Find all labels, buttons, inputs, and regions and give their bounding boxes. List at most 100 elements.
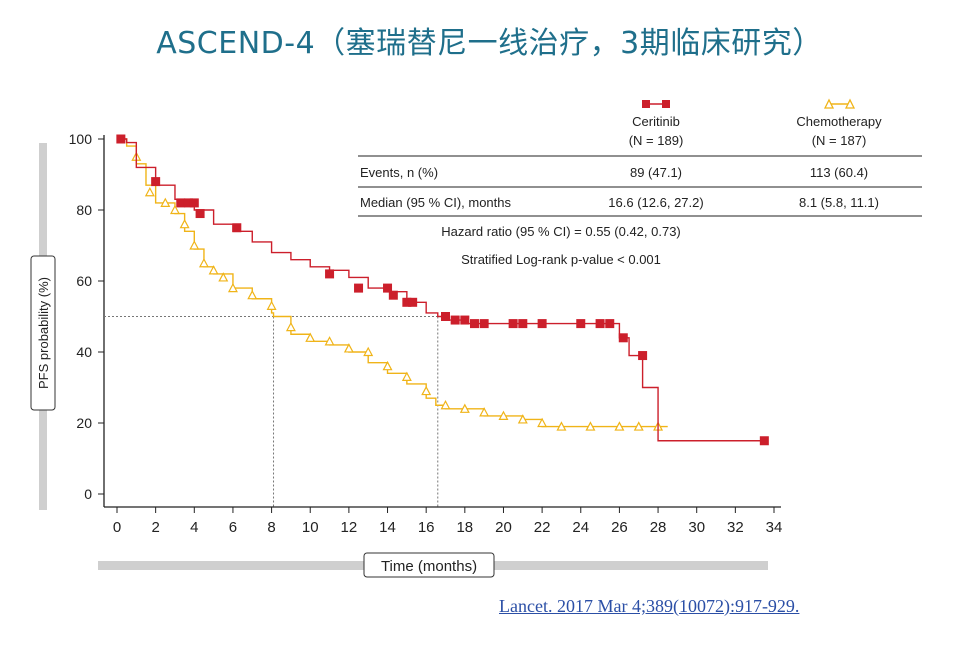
x-tick-label: 12: [341, 519, 358, 536]
x-tick-label: 26: [611, 519, 628, 536]
censor-mark-chemotherapy: [363, 346, 374, 357]
series-layer: [116, 134, 769, 446]
censor-mark-chemotherapy: [189, 240, 200, 250]
x-tick-label: 8: [267, 519, 275, 536]
legend-table: Ceritinib (N = 189) Chemotherapy (N = 18…: [358, 98, 922, 267]
censor-mark-chemotherapy: [218, 272, 229, 282]
x-tick-label: 18: [456, 519, 473, 536]
legend-ceritinib-n: (N = 189): [629, 133, 684, 148]
censor-mark-chemotherapy: [144, 186, 155, 197]
x-axis-label-frame: [363, 552, 495, 578]
legend-marker-chemo-triangle-left: [823, 98, 835, 109]
y-tick-label: 60: [76, 273, 92, 289]
censor-mark-chemotherapy: [517, 414, 528, 424]
series-line-chemotherapy: [117, 138, 668, 428]
table-row-median-chemo: 8.1 (5.8, 11.1): [799, 195, 879, 210]
censor-mark-chemotherapy: [160, 197, 171, 207]
x-ticks: 0 2 4 6 8 10 12 14 16 18 20 22 24 26 28 30 32 34: [113, 507, 783, 536]
censor-mark-ceritinib: [479, 319, 489, 329]
censor-mark-chemotherapy: [198, 257, 209, 268]
table-row-median-label: Median (95 % CI), months: [360, 195, 512, 210]
legend-marker-ceritinib-square-right: [662, 100, 670, 108]
censor-mark-ceritinib: [388, 290, 398, 300]
censor-mark-ceritinib: [537, 319, 547, 329]
x-tick-label: 10: [302, 519, 319, 536]
censor-mark-ceritinib: [402, 297, 412, 307]
censor-mark-ceritinib: [469, 319, 479, 329]
censor-mark-ceritinib: [232, 223, 242, 233]
y-tick-label: 0: [84, 486, 92, 502]
p-value-text: Stratified Log-rank p-value < 0.001: [461, 252, 661, 267]
x-tick-label: 32: [727, 519, 744, 536]
censor-mark-chemotherapy: [227, 282, 238, 293]
censor-mark-ceritinib: [508, 319, 518, 329]
table-row-events-chemo: 113 (60.4): [810, 165, 868, 180]
y-axis-label: PFS probability (%): [36, 277, 51, 389]
censor-mark-ceritinib: [408, 297, 418, 307]
table-row-events-ceritinib: 89 (47.1): [630, 165, 682, 180]
censor-mark-ceritinib: [354, 283, 364, 293]
x-tick-label: 22: [534, 519, 551, 536]
censor-mark-chemotherapy: [459, 403, 470, 413]
legend-chemo-name: Chemotherapy: [796, 114, 882, 129]
y-tick-label: 100: [69, 131, 93, 147]
y-tick-label: 40: [76, 344, 92, 360]
censor-mark-ceritinib: [116, 134, 126, 144]
censor-mark-ceritinib: [518, 319, 528, 329]
series-line-ceritinib: [117, 138, 765, 442]
hazard-ratio-text: Hazard ratio (95 % CI) = 0.55 (0.42, 0.7…: [441, 224, 681, 239]
censor-mark-chemotherapy: [179, 218, 190, 229]
censor-mark-chemotherapy: [479, 407, 490, 417]
censor-mark-chemotherapy: [247, 289, 258, 300]
y-ticks: 0 20 40 60 80 100: [69, 131, 104, 502]
censor-mark-ceritinib: [618, 333, 628, 343]
censor-mark-chemotherapy: [556, 421, 567, 431]
censor-mark-chemotherapy: [169, 204, 180, 215]
censor-mark-chemotherapy: [537, 417, 548, 428]
x-tick-label: 24: [572, 519, 589, 536]
censor-mark-chemotherapy: [585, 421, 596, 431]
y-tick-label: 80: [76, 202, 92, 218]
y-tick-label: 20: [76, 415, 92, 431]
series-chemotherapy: [117, 138, 668, 431]
legend-marker-ceritinib-square-left: [642, 100, 650, 108]
legend-ceritinib-name: Ceritinib: [632, 114, 680, 129]
censor-mark-chemotherapy: [324, 336, 335, 346]
x-tick-label: 20: [495, 519, 512, 536]
censor-mark-ceritinib: [189, 198, 199, 208]
x-tick-label: 2: [151, 519, 159, 536]
censor-mark-ceritinib: [576, 319, 586, 329]
median-reference-lines: [104, 316, 439, 507]
censor-mark-chemotherapy: [633, 421, 644, 431]
y-axis-label-box: PFS probability (%): [30, 255, 56, 411]
censor-mark-chemotherapy: [382, 360, 393, 371]
legend-marker-chemo-triangle-right: [844, 98, 856, 109]
censor-mark-chemotherapy: [498, 410, 509, 420]
censor-mark-chemotherapy: [421, 385, 432, 396]
x-tick-label: 28: [650, 519, 667, 536]
censor-mark-ceritinib: [183, 198, 193, 208]
y-axis-label-frame: [30, 255, 56, 411]
x-tick-label: 16: [418, 519, 435, 536]
x-tick-label: 34: [766, 519, 783, 536]
censor-mark-ceritinib: [450, 315, 460, 325]
x-tick-label: 0: [113, 519, 121, 536]
censor-mark-chemotherapy: [401, 371, 412, 381]
censor-mark-ceritinib: [759, 436, 769, 446]
censor-mark-ceritinib: [176, 198, 186, 208]
censor-mark-ceritinib: [441, 312, 450, 321]
censor-mark-ceritinib: [638, 351, 648, 361]
citation-link[interactable]: Lancet. 2017 Mar 4;389(10072):917-929.: [499, 596, 800, 616]
censor-mark-chemotherapy: [614, 421, 625, 431]
x-tick-label: 4: [190, 519, 198, 536]
x-tick-label: 30: [688, 519, 705, 536]
censor-mark-ceritinib: [605, 319, 615, 329]
censor-mark-chemotherapy: [208, 265, 219, 275]
censor-mark-chemotherapy: [305, 332, 316, 342]
censor-mark-chemotherapy: [285, 321, 296, 332]
table-row-median-ceritinib: 16.6 (12.6, 27.2): [608, 195, 703, 210]
legend-chemo-n: (N = 187): [812, 133, 867, 148]
censor-mark-chemotherapy: [343, 343, 354, 353]
censor-mark-ceritinib: [325, 269, 335, 279]
